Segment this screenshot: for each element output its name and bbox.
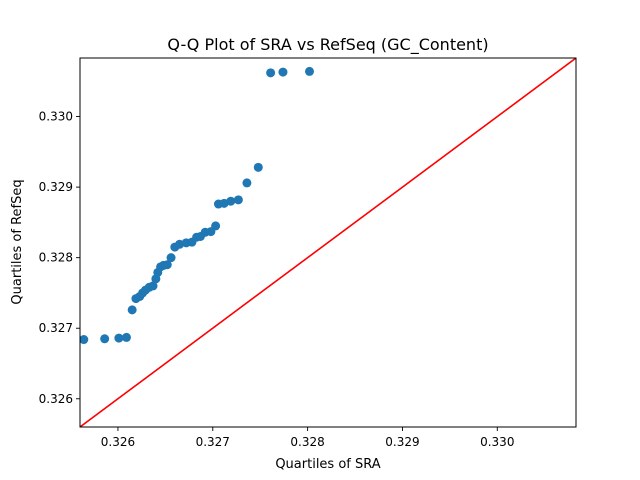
chart-title: Q-Q Plot of SRA vs RefSeq (GC_Content) xyxy=(167,35,488,55)
data-point xyxy=(242,178,252,188)
y-tick-label: 0.326 xyxy=(39,392,73,406)
data-point xyxy=(166,253,176,263)
data-point xyxy=(305,66,315,76)
y-tick-label: 0.328 xyxy=(39,251,73,265)
x-tick-label: 0.327 xyxy=(196,435,230,449)
x-axis-label: Quartiles of SRA xyxy=(275,457,380,472)
data-point xyxy=(127,305,137,315)
data-point xyxy=(114,333,124,343)
data-point xyxy=(80,335,89,345)
x-tick-label: 0.328 xyxy=(290,435,324,449)
data-point xyxy=(100,334,110,344)
plot-area xyxy=(80,58,576,427)
data-point xyxy=(233,195,243,205)
y-tick-label: 0.329 xyxy=(39,180,73,194)
data-point xyxy=(278,67,288,77)
reference-line xyxy=(80,58,576,427)
x-tick-label: 0.330 xyxy=(480,435,514,449)
y-tick-label: 0.330 xyxy=(39,110,73,124)
x-tick-label: 0.326 xyxy=(101,435,135,449)
axes-frame xyxy=(79,57,577,428)
data-point xyxy=(266,68,276,78)
axis-ticks: 0.326 0.327 0.328 0.329 0.330 0.326 0.327 0.328… xyxy=(39,110,515,449)
y-tick-label: 0.327 xyxy=(39,321,73,335)
data-point xyxy=(211,221,221,231)
data-point xyxy=(121,332,131,342)
data-point xyxy=(226,196,236,206)
y-axis-label: Quartiles of RefSeq xyxy=(10,179,25,304)
data-point xyxy=(148,281,158,291)
x-tick-label: 0.329 xyxy=(385,435,419,449)
data-point xyxy=(162,260,172,270)
data-point xyxy=(253,162,263,172)
